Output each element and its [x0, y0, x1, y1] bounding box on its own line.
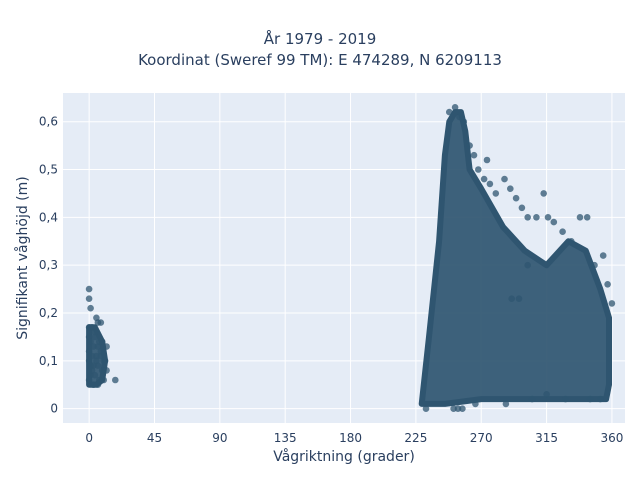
data-point	[93, 357, 100, 365]
y-axis-title: Signifikant våghöjd (m)	[14, 176, 31, 339]
data-point	[103, 343, 110, 350]
data-point	[470, 151, 478, 159]
data-point	[85, 285, 93, 293]
x-tick-label: 0	[85, 431, 93, 445]
x-tick-label: 360	[600, 431, 623, 445]
x-axis-title: Vågriktning (grader)	[273, 448, 415, 465]
y-tick-label: 0,3	[39, 258, 58, 272]
data-point	[87, 338, 94, 346]
data-point	[599, 252, 607, 259]
y-tick-label: 0	[50, 402, 58, 416]
data-point	[91, 333, 99, 341]
data-point	[501, 175, 508, 183]
data-point	[486, 180, 494, 188]
y-tick-label: 0,4	[39, 210, 58, 224]
data-point	[515, 295, 523, 303]
data-point	[583, 214, 591, 221]
data-point	[97, 348, 105, 355]
data-point	[502, 400, 510, 408]
data-point	[94, 381, 102, 389]
data-point	[100, 376, 107, 384]
data-point	[576, 214, 584, 221]
data-point	[112, 376, 119, 384]
data-point	[91, 328, 99, 336]
data-point	[456, 113, 463, 121]
data-point	[103, 367, 110, 374]
chart-title-line-1: År 1979 - 2019	[263, 30, 377, 48]
data-point	[512, 194, 520, 202]
data-point	[100, 357, 107, 365]
data-point	[568, 238, 575, 245]
data-point	[550, 218, 558, 226]
x-tick-label: 135	[274, 431, 297, 445]
data-point	[85, 376, 93, 384]
data-point	[472, 400, 479, 408]
data-point	[483, 156, 491, 164]
x-tick-label: 225	[404, 431, 427, 445]
data-point	[451, 104, 459, 111]
data-point	[91, 371, 99, 379]
data-point	[96, 338, 103, 346]
data-point	[422, 405, 430, 413]
data-point	[492, 190, 500, 197]
data-point	[604, 281, 611, 288]
data-point	[97, 352, 105, 360]
data-point	[528, 395, 536, 403]
x-tick-label: 180	[339, 431, 362, 445]
data-point	[508, 295, 515, 303]
data-point	[459, 405, 466, 413]
data-point	[85, 295, 93, 303]
data-point	[480, 175, 488, 183]
data-point	[87, 304, 94, 312]
data-point	[524, 261, 531, 269]
data-point	[524, 214, 531, 221]
y-tick-label: 0,6	[39, 115, 58, 129]
data-point	[466, 142, 473, 149]
x-tick-label: 270	[470, 431, 493, 445]
data-point	[597, 395, 604, 403]
y-tick-label: 0,2	[39, 306, 58, 320]
data-point	[446, 108, 453, 116]
data-point	[562, 395, 569, 403]
data-point	[87, 362, 94, 369]
data-point	[591, 261, 598, 269]
data-point	[475, 166, 482, 173]
data-point	[608, 300, 616, 307]
chart-title-line-2: Koordinat (Sweref 99 TM): E 474289, N 62…	[138, 51, 502, 69]
data-point	[97, 319, 105, 326]
data-point	[543, 391, 550, 398]
data-point	[518, 204, 526, 212]
y-tick-label: 0,1	[39, 354, 58, 368]
x-tick-label: 90	[212, 431, 227, 445]
x-tick-label: 315	[535, 431, 558, 445]
data-point	[88, 324, 96, 331]
data-point	[533, 214, 540, 221]
data-point	[540, 190, 547, 197]
dense-cluster-west	[418, 109, 612, 407]
data-point	[544, 214, 552, 221]
data-point	[586, 395, 594, 403]
x-tick-label: 45	[147, 431, 162, 445]
y-tick-label: 0,5	[39, 163, 58, 177]
data-point	[460, 118, 468, 125]
data-point	[93, 314, 100, 322]
data-point	[559, 228, 566, 235]
data-point	[507, 185, 514, 192]
